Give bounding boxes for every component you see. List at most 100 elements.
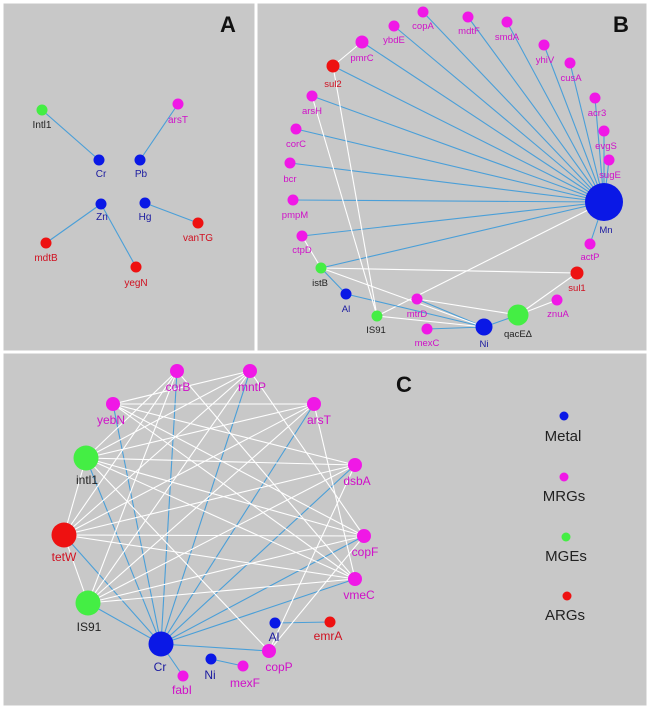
- edge-c-intl1-copf: [85, 457, 365, 537]
- edge-c-intl1-vmec: [85, 457, 356, 580]
- label-b-acr3: acr3: [588, 108, 606, 119]
- label-b-ybde: ybdE: [383, 35, 405, 46]
- edge-b-mn-copa: [422, 11, 605, 203]
- edge-b-ni-mtrd: [416, 298, 485, 328]
- node-b-evgs: [598, 125, 610, 137]
- edge-b-ctpd-istb: [301, 235, 322, 269]
- edge-c-intl1-corb: [85, 370, 178, 459]
- panel-a-background: [0, 0, 258, 354]
- edge-c-cr-dsba: [160, 464, 356, 645]
- node-b-ybde: [388, 20, 400, 32]
- edge-c-is91-vmec: [87, 578, 356, 604]
- panel-c-letter: C: [396, 372, 412, 397]
- label-c-arst: arsT: [307, 413, 332, 427]
- edge-b-mn-pmrc: [361, 41, 605, 203]
- edge-b-sul1-istb: [320, 267, 578, 274]
- label-b-yhiv: yhiV: [536, 55, 555, 66]
- node-a-arst: [172, 98, 184, 110]
- label-a-mdtb: mdtB: [34, 253, 58, 264]
- edge-c-is91-copf: [87, 535, 365, 604]
- node-a-hg: [139, 197, 151, 209]
- label-b-istb: istB: [312, 278, 328, 289]
- edge-c-cr-tetw: [63, 534, 162, 645]
- node-b-istb: [315, 262, 327, 274]
- node-c-emra: [324, 616, 336, 628]
- legend-label-mrgs: MRGs: [543, 488, 586, 505]
- node-b-ni: [475, 318, 493, 336]
- label-b-copa: copA: [412, 21, 434, 32]
- node-c-corb: [170, 364, 184, 378]
- edge-b-mn-istb: [320, 201, 605, 269]
- label-c-tetw: tetW: [52, 550, 77, 564]
- edge-b-mn-smda: [506, 21, 605, 203]
- label-c-copf: copF: [352, 545, 379, 559]
- edge-c-cr-yebn: [112, 403, 162, 645]
- label-b-evgs: evgS: [595, 141, 617, 152]
- label-c-is91: IS91: [77, 620, 102, 634]
- panel-c-edges: [63, 370, 365, 677]
- edge-b-qacedelta-sul1: [517, 272, 578, 316]
- label-b-bcr: bcr: [283, 174, 296, 185]
- edge-c-intl1-arst: [85, 403, 315, 459]
- edge-a-zn-mdtb: [45, 203, 102, 244]
- node-b-sul2: [326, 59, 340, 73]
- node-a-vantg: [192, 217, 204, 229]
- legend-swatch-mges: [561, 532, 571, 542]
- label-b-al: Al: [342, 304, 350, 315]
- label-c-vmec: vmeC: [343, 588, 375, 602]
- edge-b-ni-istb: [320, 267, 485, 328]
- label-b-pmrc: pmrC: [350, 53, 373, 64]
- panel-b-background: [254, 0, 650, 354]
- panel-a-nodes: Intl1 Cr arsT Pb Zn mdtB yegN Hg vanTG: [33, 98, 213, 289]
- edge-c-intl1-tetw: [63, 457, 87, 536]
- node-b-is91: [371, 310, 383, 322]
- node-a-pb: [134, 154, 146, 166]
- node-b-corc: [290, 123, 302, 135]
- label-a-arst: arsT: [168, 115, 188, 126]
- label-c-yebn: yebN: [97, 413, 125, 427]
- label-a-cr: Cr: [96, 169, 107, 180]
- edge-c-tetw-arst: [63, 403, 315, 536]
- label-c-corb: corB: [166, 380, 191, 394]
- edge-a-zn-yegn: [100, 203, 137, 268]
- label-b-is91: IS91: [366, 325, 386, 336]
- node-b-mn: [585, 183, 623, 221]
- label-b-sul1: sul1: [568, 283, 585, 294]
- legend-swatch-mrgs: [559, 472, 569, 482]
- label-a-hg: Hg: [139, 212, 152, 223]
- edge-b-mn-bcr: [289, 162, 605, 203]
- edge-b-ni-al: [345, 293, 485, 328]
- edge-c-cr-is91: [87, 602, 162, 645]
- legend-label-args: ARGs: [545, 607, 585, 624]
- node-c-mexf: [237, 660, 249, 672]
- edge-c-tetw-dsba: [63, 464, 356, 536]
- edge-b-mn-ctpd: [301, 201, 605, 237]
- edge-b-mn-pmpm: [292, 199, 605, 203]
- node-a-cr: [93, 154, 105, 166]
- label-b-mtrd: mtrD: [407, 309, 428, 320]
- edge-b-is91-sul2: [332, 65, 378, 317]
- edge-c-corb-vmec: [176, 370, 356, 580]
- node-a-yegn: [130, 261, 142, 273]
- node-b-sul1: [570, 266, 584, 280]
- node-b-al: [340, 288, 352, 300]
- label-c-ni: Ni: [204, 668, 215, 682]
- edge-c-tetw-corb: [63, 370, 178, 536]
- node-c-intl1: [73, 445, 99, 471]
- node-b-znua: [551, 294, 563, 306]
- label-a-intl1: Intl1: [33, 120, 52, 131]
- edge-c-is91-arst: [87, 403, 315, 604]
- edge-c-cr-intl1: [85, 457, 162, 645]
- legend-swatch-metal: [559, 411, 569, 421]
- node-c-copp: [262, 644, 276, 658]
- panel-b-nodes: copA mdtF ybdE smdA pmrC yhiV sul2 cusA arsH acr3…: [282, 6, 623, 350]
- edge-a-hg-vantg: [144, 202, 199, 224]
- edge-b-mn-cusa: [569, 62, 605, 203]
- label-b-suge: sugE: [599, 170, 621, 181]
- label-c-mntp: mntP: [238, 380, 266, 394]
- edge-b-mn-mdtf: [467, 16, 605, 203]
- label-c-fabi: fabI: [172, 683, 192, 697]
- panel-c-nodes: corB mntP yebN arsT intl1 dsbA tetW copF vmeC IS9…: [51, 364, 379, 697]
- label-b-pmpm: pmpM: [282, 210, 308, 221]
- node-c-tetw: [51, 522, 77, 548]
